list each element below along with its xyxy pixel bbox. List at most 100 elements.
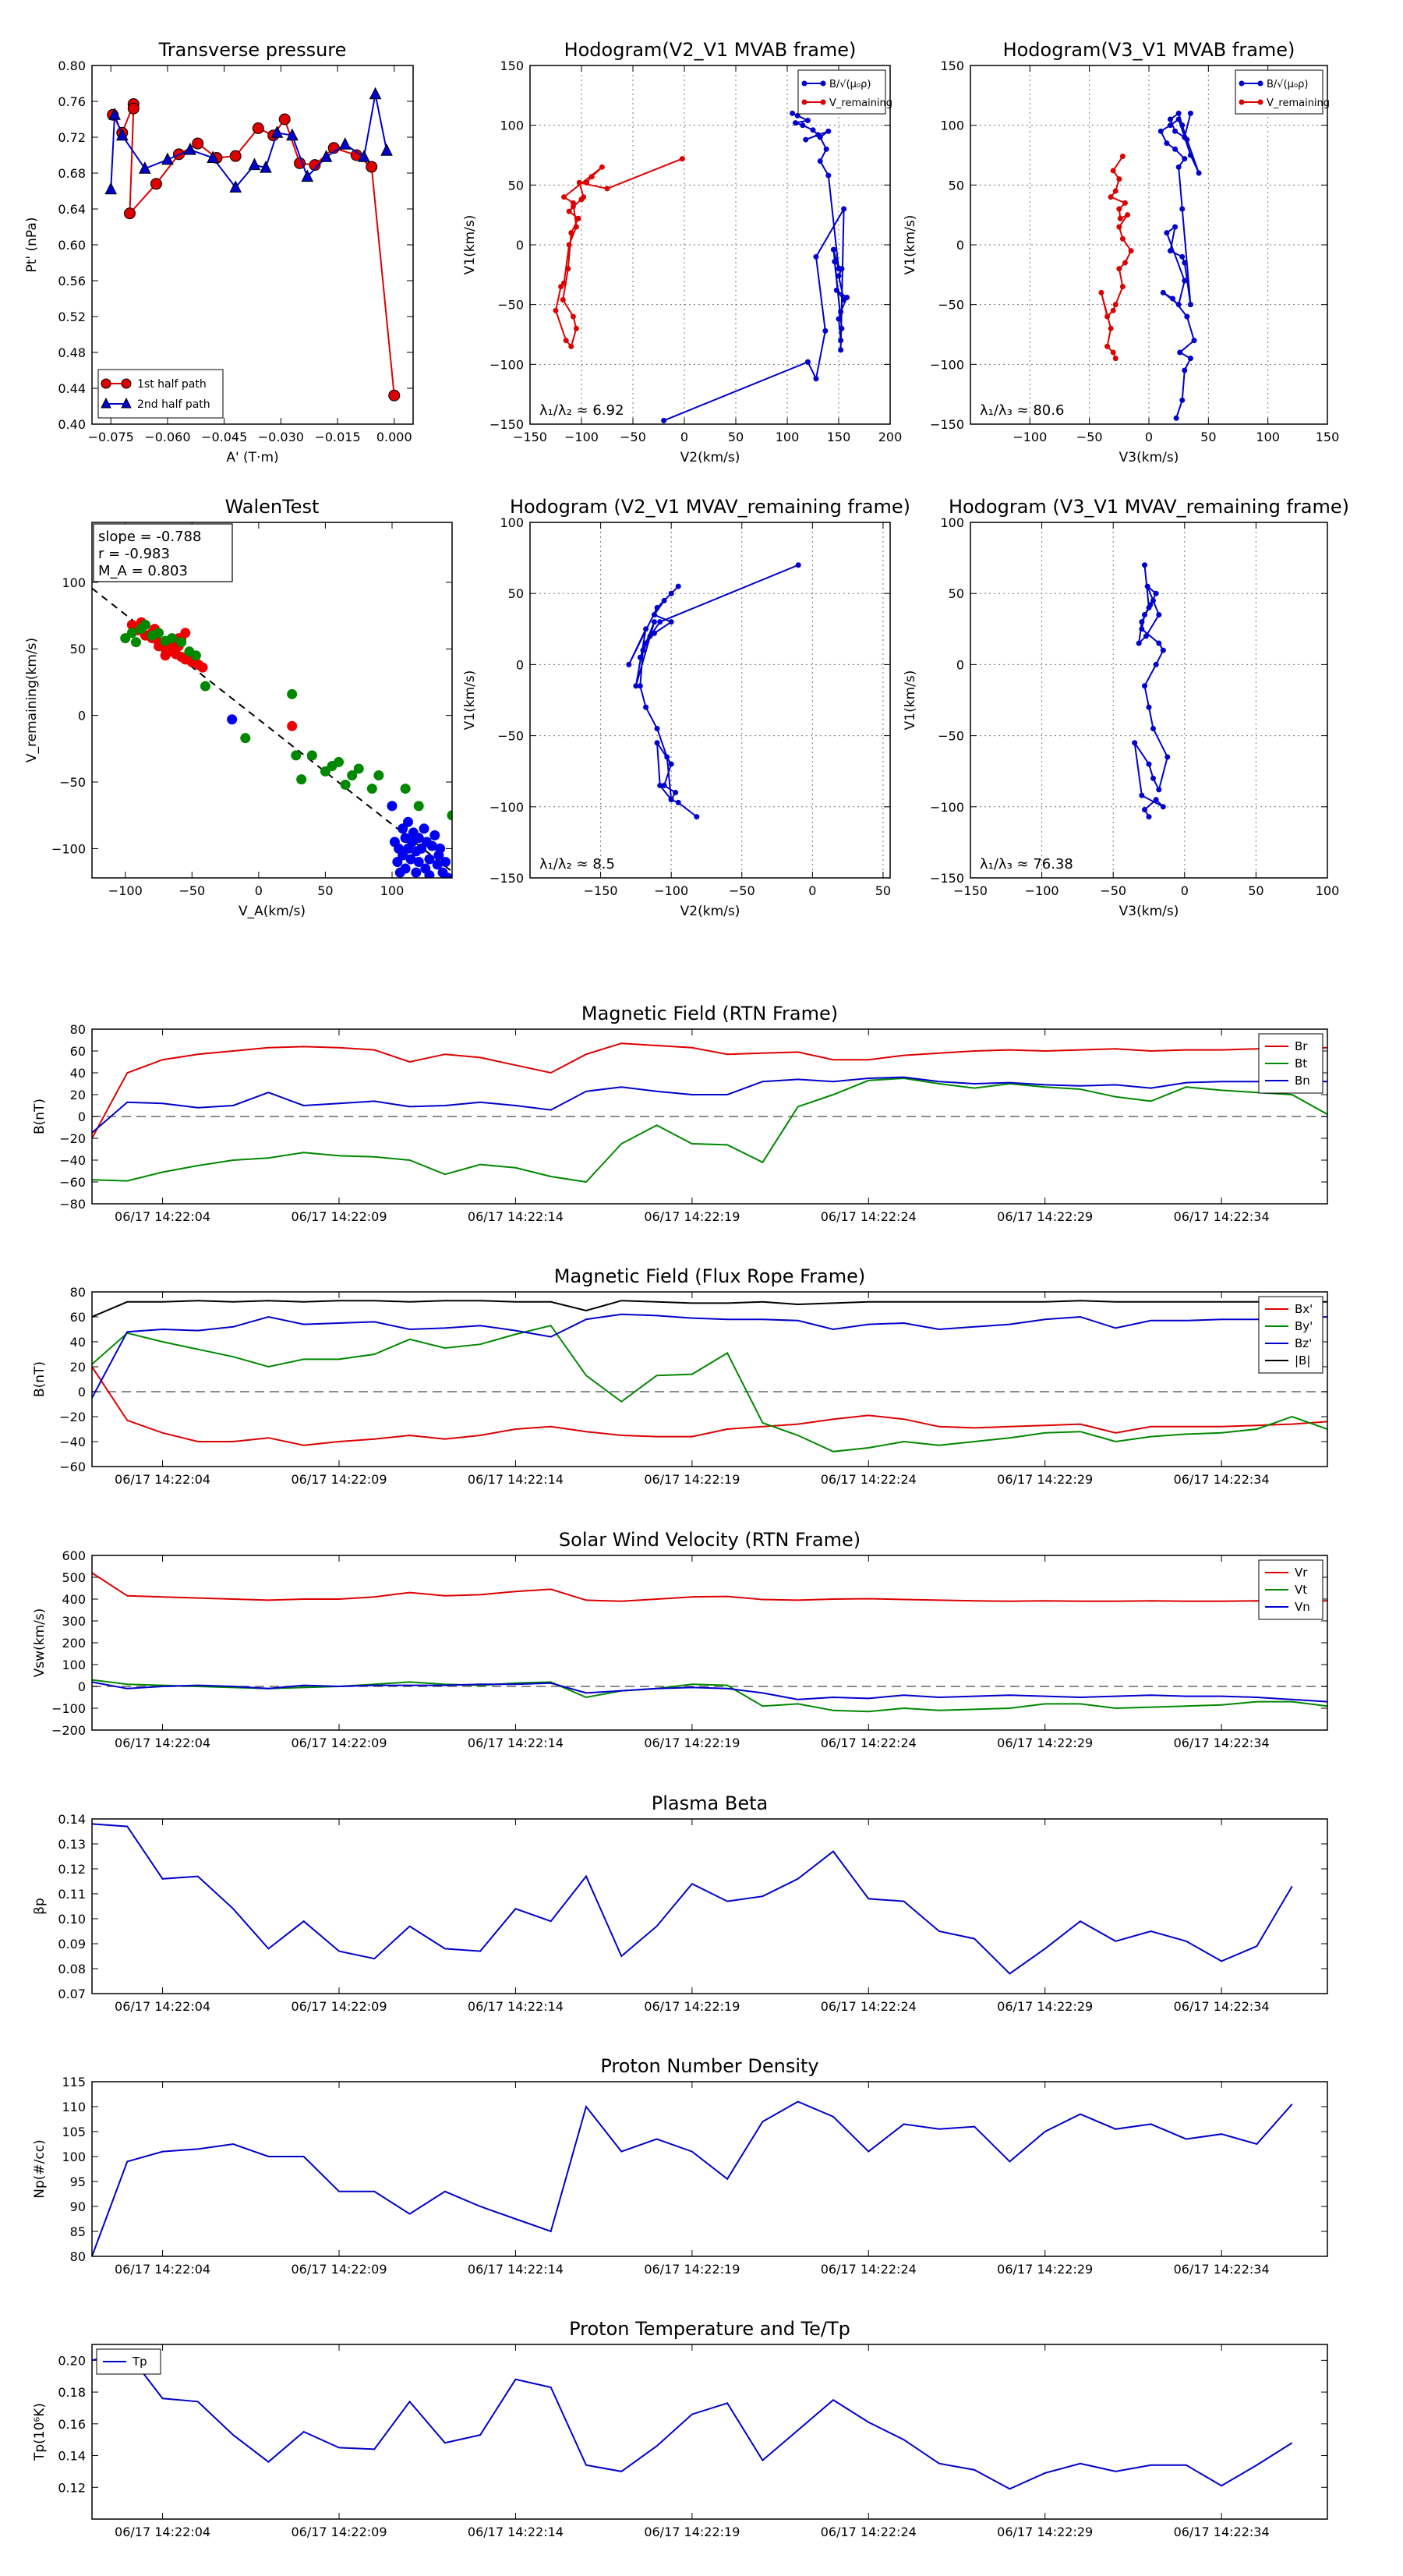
data-point: [248, 157, 261, 171]
chart-title: Proton Number Density: [600, 2055, 818, 2077]
plot-area-beta: [92, 1823, 1293, 1975]
chart-title: Plasma Beta: [652, 1792, 768, 1814]
data-point: [1179, 253, 1186, 260]
data-point: [398, 823, 408, 834]
y-tick-label: 0: [516, 657, 524, 672]
data-point: [804, 118, 811, 124]
data-point: [1104, 313, 1111, 320]
data-point: [561, 194, 567, 200]
data-point: [1187, 302, 1193, 308]
data-point: [1175, 302, 1182, 308]
data-point: [566, 242, 572, 248]
chart-title: Magnetic Field (Flux Rope Frame): [554, 1265, 865, 1287]
series-line: [92, 1681, 1327, 1703]
data-point: [1122, 260, 1128, 266]
x-tick-label: −0.030: [258, 430, 304, 444]
data-point: [1104, 343, 1111, 349]
data-point: [320, 766, 330, 777]
x-tick-label: 06/17 14:22:19: [644, 2525, 740, 2539]
data-point: [1156, 640, 1162, 646]
legend-label: Br: [1295, 1039, 1308, 1053]
data-point: [651, 630, 657, 636]
data-point: [416, 843, 427, 854]
data-point: [150, 178, 162, 190]
data-point: [1160, 804, 1166, 810]
data-point: [817, 158, 823, 165]
stats-line: r = -0.983: [98, 546, 170, 562]
data-point: [1187, 110, 1193, 116]
x-tick-label: 06/17 14:22:14: [468, 1736, 564, 1750]
data-point: [1139, 626, 1145, 632]
data-point: [668, 797, 674, 803]
x-tick-label: 150: [827, 430, 851, 444]
panel-tp_temp: 06/17 14:22:04 06/17 14:22:09 06/17 14:22:…: [32, 2318, 1328, 2539]
data-point: [1110, 168, 1116, 174]
data-point: [1112, 356, 1119, 362]
data-point: [366, 161, 378, 173]
data-point: [841, 206, 847, 212]
y-tick-label: 600: [62, 1548, 86, 1563]
data-point: [1119, 235, 1126, 242]
y-tick-label: −150: [930, 871, 964, 886]
data-point: [1164, 230, 1170, 236]
y-tick-label: 50: [70, 642, 86, 656]
ratio-annotation: λ₁/λ₂ ≈ 8.5: [539, 856, 615, 872]
y-tick-label: −50: [938, 298, 964, 313]
data-point: [675, 799, 681, 805]
data-point: [1150, 597, 1156, 603]
y-tick-label: 0.40: [58, 417, 86, 432]
data-point: [1182, 367, 1188, 373]
y-tick-label: 0: [78, 1679, 86, 1694]
data-point: [1184, 313, 1190, 320]
legend-label: Tp: [132, 2355, 147, 2369]
y-tick-label: 0: [516, 238, 524, 253]
ratio-annotation: λ₁/λ₂ ≈ 6.92: [539, 402, 624, 419]
y-tick-label: 60: [70, 1044, 86, 1059]
x-axis-label: V2(km/s): [680, 904, 740, 919]
y-tick-label: 60: [70, 1310, 86, 1325]
plot-area-mag_fr: [92, 1300, 1327, 1453]
data-point: [411, 867, 422, 878]
y-tick-label: 0.11: [58, 1887, 86, 1902]
data-point: [1175, 164, 1182, 170]
data-point: [1156, 787, 1162, 793]
data-point: [1110, 349, 1116, 356]
data-point: [643, 704, 649, 710]
y-tick-label: 0.14: [58, 1812, 86, 1827]
data-point: [637, 654, 643, 660]
y-tick-label: −100: [51, 1701, 86, 1716]
data-point: [287, 688, 298, 699]
data-point: [176, 637, 187, 648]
data-point: [1136, 640, 1142, 646]
data-point: [626, 661, 632, 667]
x-tick-label: 06/17 14:22:19: [644, 2262, 740, 2277]
axes-frame: [970, 65, 1328, 425]
y-tick-label: −200: [51, 1723, 86, 1738]
x-axis-label: V3(km/s): [1119, 904, 1179, 919]
x-tick-label: 06/17 14:22:29: [997, 2262, 1093, 2277]
chart-title: Magnetic Field (RTN Frame): [581, 1003, 838, 1024]
legend-label: B/√(μ₀ρ): [1267, 79, 1308, 90]
plot-area-tp_temp: [92, 2351, 1293, 2490]
plot-area-mag_rtn: [92, 1042, 1327, 1184]
chart-title: Proton Temperature and Te/Tp: [569, 2318, 850, 2340]
data-point: [1177, 349, 1183, 356]
series-line: [1100, 155, 1133, 359]
panel-vsw: 06/17 14:22:04 06/17 14:22:09 06/17 14:22:…: [32, 1529, 1328, 1750]
data-point: [167, 633, 178, 644]
data-point: [599, 164, 605, 170]
x-tick-label: 06/17 14:22:14: [468, 1209, 564, 1224]
data-point: [130, 637, 141, 648]
data-point: [838, 347, 844, 353]
y-tick-label: 0.14: [58, 2449, 86, 2464]
legend-label: Vr: [1295, 1566, 1308, 1580]
chart-title: Transverse pressure: [158, 39, 347, 61]
x-tick-label: 0: [1145, 430, 1153, 444]
plot-area-tp: [104, 87, 401, 402]
data-point: [640, 647, 646, 653]
axes-frame: [91, 2344, 1328, 2520]
data-point: [1146, 704, 1152, 710]
data-point: [1160, 647, 1166, 653]
y-tick-label: −100: [930, 800, 964, 815]
data-point: [1146, 761, 1152, 767]
